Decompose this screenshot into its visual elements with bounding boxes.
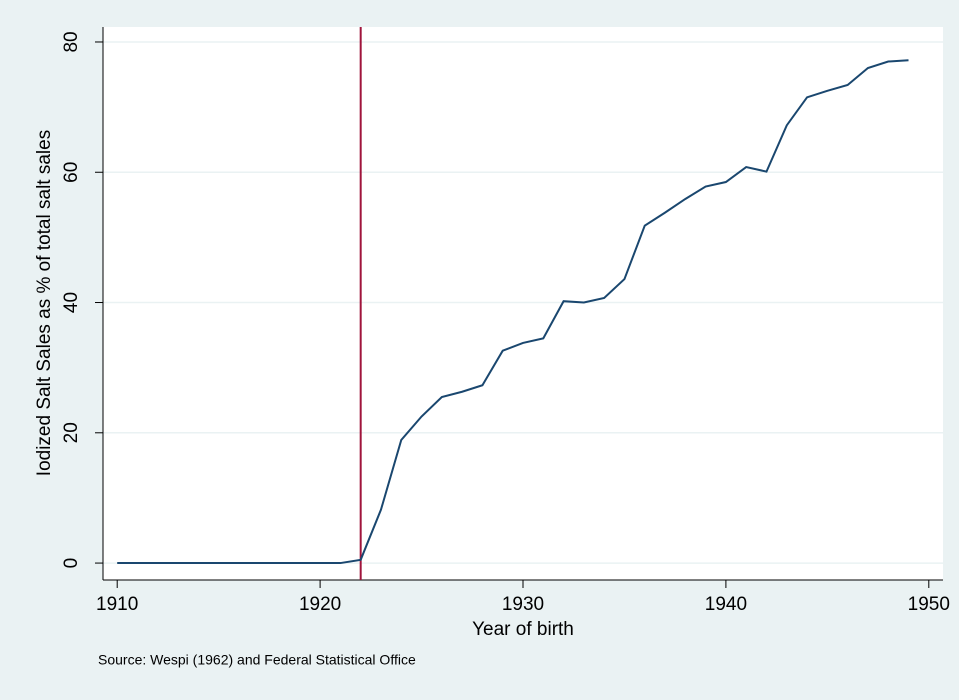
x-tick-label: 1910 [96,594,138,615]
source-note: Source: Wespi (1962) and Federal Statist… [98,652,416,668]
data-line [117,59,909,565]
y-tick-label: 40 [61,292,82,313]
y-tick-label: 0 [61,558,82,569]
y-tick-label: 60 [61,162,82,183]
x-tick-label: 1930 [502,594,544,615]
y-tick-label: 20 [61,422,82,443]
y-tick-label: 80 [61,31,82,52]
x-axis-title: Year of birth [472,619,574,640]
y-axis-title: Iodized Salt Sales as % of total salt sa… [34,130,55,476]
x-tick-label: 1920 [299,594,341,615]
plot-area [103,27,943,580]
x-tick-label: 1950 [908,594,950,615]
x-tick-label: 1940 [705,594,747,615]
